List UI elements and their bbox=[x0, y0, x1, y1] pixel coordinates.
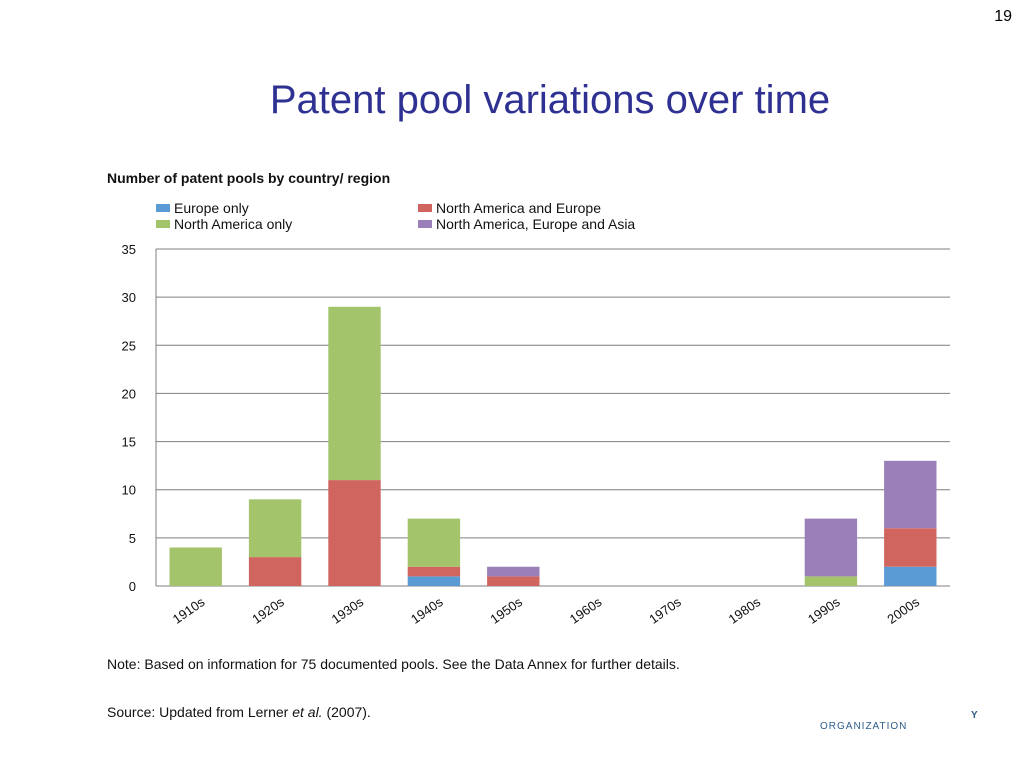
y-tick-label-10: 10 bbox=[122, 483, 136, 498]
y-tick-label-0: 0 bbox=[129, 579, 136, 594]
legend-label-north-america-europe-asia: North America, Europe and Asia bbox=[436, 216, 636, 232]
legend-label-north-america-only: North America only bbox=[174, 216, 293, 232]
source-italic: et al. bbox=[292, 704, 323, 720]
slide-number: 19 bbox=[994, 8, 1012, 25]
legend-item-north-america-and-europe: North America and Europe bbox=[418, 200, 601, 216]
y-tick-label-5: 5 bbox=[129, 531, 136, 546]
footer-organization: ORGANIZATION bbox=[820, 721, 908, 732]
chart-note: Note: Based on information for 75 docume… bbox=[107, 656, 680, 672]
chart-legend: Europe only North America and Europe Nor… bbox=[156, 200, 856, 236]
x-tick-label-1940s: 1940s bbox=[408, 594, 446, 627]
x-tick-label-1960s: 1960s bbox=[567, 594, 605, 627]
bar-2000s-series-0 bbox=[884, 566, 937, 586]
bar-1990s-series-3 bbox=[804, 518, 858, 577]
bar-1940s-series-1 bbox=[407, 566, 461, 577]
chart-source: Source: Updated from Lerner et al. (2007… bbox=[107, 704, 371, 720]
y-tick-label-35: 35 bbox=[122, 242, 136, 257]
bar-1930s-series-1 bbox=[328, 480, 381, 586]
bar-2000s-series-1 bbox=[884, 528, 937, 567]
legend-label-north-america-and-europe: North America and Europe bbox=[436, 200, 601, 216]
footer-mark: Y bbox=[971, 710, 978, 721]
x-tick-label-1970s: 1970s bbox=[646, 594, 684, 627]
y-tick-label-25: 25 bbox=[122, 338, 136, 353]
bar-1950s-series-1 bbox=[487, 576, 540, 586]
y-tick-label-15: 15 bbox=[122, 435, 136, 450]
legend-swatch-europe-only bbox=[156, 204, 170, 212]
x-tick-label-1920s: 1920s bbox=[249, 594, 287, 627]
x-tick-label-1930s: 1930s bbox=[329, 594, 367, 627]
bar-1950s-series-3 bbox=[487, 566, 540, 577]
bar-1920s-series-1 bbox=[248, 557, 302, 586]
legend-item-north-america-europe-asia: North America, Europe and Asia bbox=[418, 216, 635, 232]
legend-swatch-north-america-only bbox=[156, 220, 170, 228]
y-tick-label-30: 30 bbox=[122, 290, 136, 305]
legend-swatch-north-america-europe-asia bbox=[418, 220, 432, 228]
source-prefix: Source: Updated from Lerner bbox=[107, 704, 293, 720]
stacked-bar-chart: 0 5 10 15 20 25 30 35 1910s 1920s 1930s 1940s 1950s 1… bbox=[122, 242, 950, 627]
x-tick-label-1990s: 1990s bbox=[805, 594, 843, 627]
chart-title: Number of patent pools by country/ regio… bbox=[107, 170, 391, 186]
source-suffix: (2007). bbox=[322, 704, 371, 720]
bar-1930s-series-2 bbox=[328, 306, 381, 481]
x-tick-label-1950s: 1950s bbox=[487, 594, 525, 627]
legend-item-north-america-only: North America only bbox=[156, 216, 292, 232]
bar-2000s-series-3 bbox=[884, 460, 937, 529]
x-tick-label-1980s: 1980s bbox=[726, 594, 764, 627]
bar-1940s-series-0 bbox=[407, 576, 461, 586]
legend-label-europe-only: Europe only bbox=[174, 200, 249, 216]
bar-1940s-series-2 bbox=[407, 518, 461, 567]
bar-1990s-series-2 bbox=[804, 576, 858, 586]
legend-swatch-north-america-and-europe bbox=[418, 204, 432, 212]
bar-1920s-series-2 bbox=[248, 499, 302, 558]
x-tick-label-2000s: 2000s bbox=[884, 594, 922, 627]
slide-title: Patent pool variations over time bbox=[269, 78, 831, 122]
bar-1910s-series-2 bbox=[169, 547, 222, 586]
x-tick-label-1910s: 1910s bbox=[170, 594, 208, 627]
legend-item-europe-only: Europe only bbox=[156, 200, 249, 216]
y-tick-label-20: 20 bbox=[122, 386, 136, 401]
